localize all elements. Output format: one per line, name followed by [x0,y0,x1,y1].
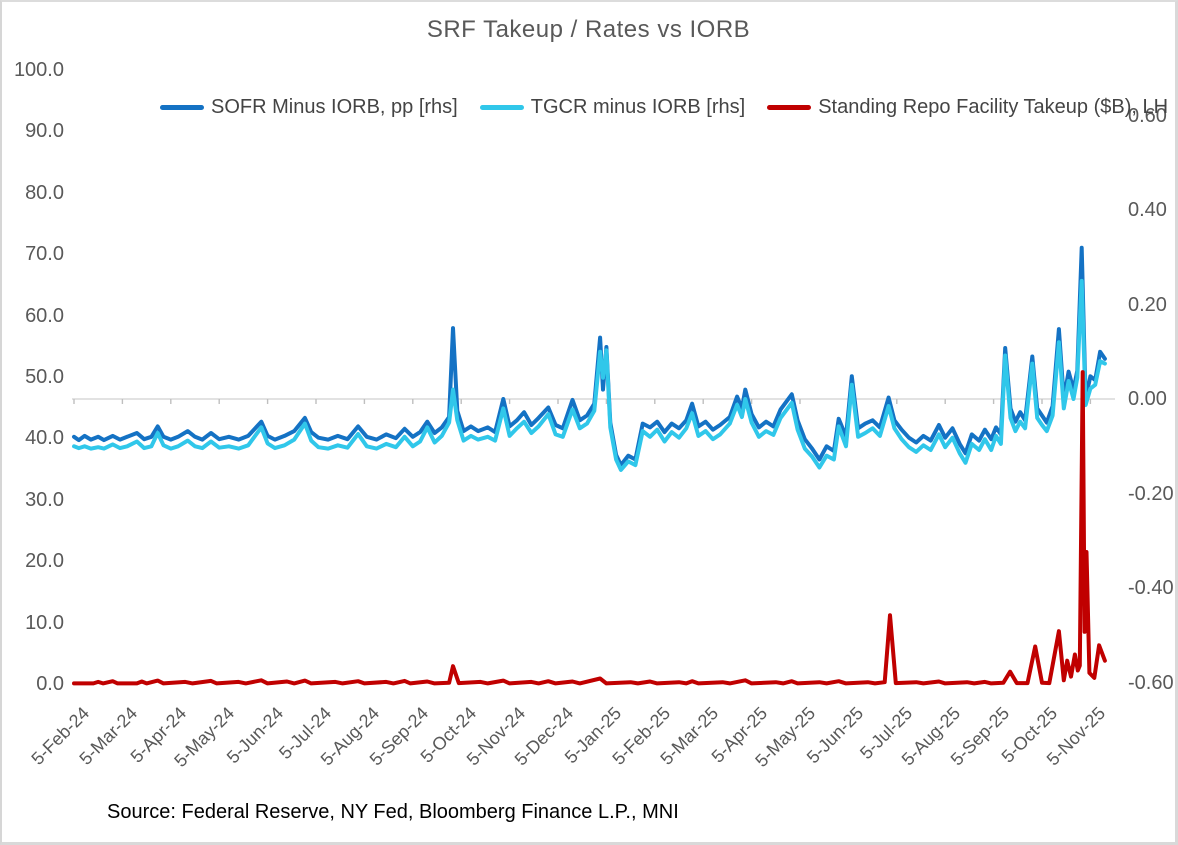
left-axis-tick-label: 70.0 [25,243,64,266]
tgcr-minus-iorb-line [72,278,1107,472]
srf-line-marker-icon [767,105,812,110]
srf-takeup-line [72,370,1107,686]
legend-label-sofr: SOFR Minus IORB, pp [rhs] [211,96,458,118]
left-axis-tick-label: 30.0 [25,488,64,511]
right-axis-tick-label: 0.20 [1128,293,1167,316]
left-axis-tick-label: 20.0 [25,550,64,573]
left-axis-tick-label: 50.0 [25,366,64,388]
right-axis-tick-label: -0.20 [1128,482,1174,505]
right-axis-tick-label: -0.40 [1128,577,1174,599]
right-axis-tick-label: 0.60 [1128,104,1167,127]
left-axis-tick-label: 80.0 [25,181,64,204]
sofr-minus-iorb-line [72,245,1107,468]
legend: SOFR Minus IORB, pp [rhs] TGCR minus IOR… [160,96,1168,119]
right-axis-tick-label: 0.40 [1128,199,1167,221]
source-note: Source: Federal Reserve, NY Fed, Bloombe… [107,801,679,823]
left-axis-tick-label: 100.0 [13,59,64,81]
right-axis-tick-label: -0.60 [1128,671,1174,694]
left-axis-tick-label: 90.0 [25,120,64,143]
chart-title: SRF Takeup / Rates vs IORB [426,16,751,43]
legend-item-tgcr: TGCR minus IORB [rhs] [479,96,746,119]
sofr-line-marker-icon [160,105,204,110]
legend-label-tgcr: TGCR minus IORB [rhs] [530,96,746,118]
right-axis-tick-label: 0.00 [1128,388,1167,410]
left-axis-tick-label: 60.0 [25,304,64,327]
legend-item-sofr: SOFR Minus IORB, pp [rhs] [160,96,458,119]
left-axis-tick-label: 10.0 [25,611,64,634]
legend-label-srf: Standing Repo Facility Takeup ($B), LH [818,96,1169,118]
tgcr-line-marker-icon [479,105,524,110]
legend-item-srf: Standing Repo Facility Takeup ($B), LH [767,96,1168,119]
left-axis-tick-label: 0.0 [36,673,64,695]
left-axis-tick-label: 40.0 [25,427,64,450]
